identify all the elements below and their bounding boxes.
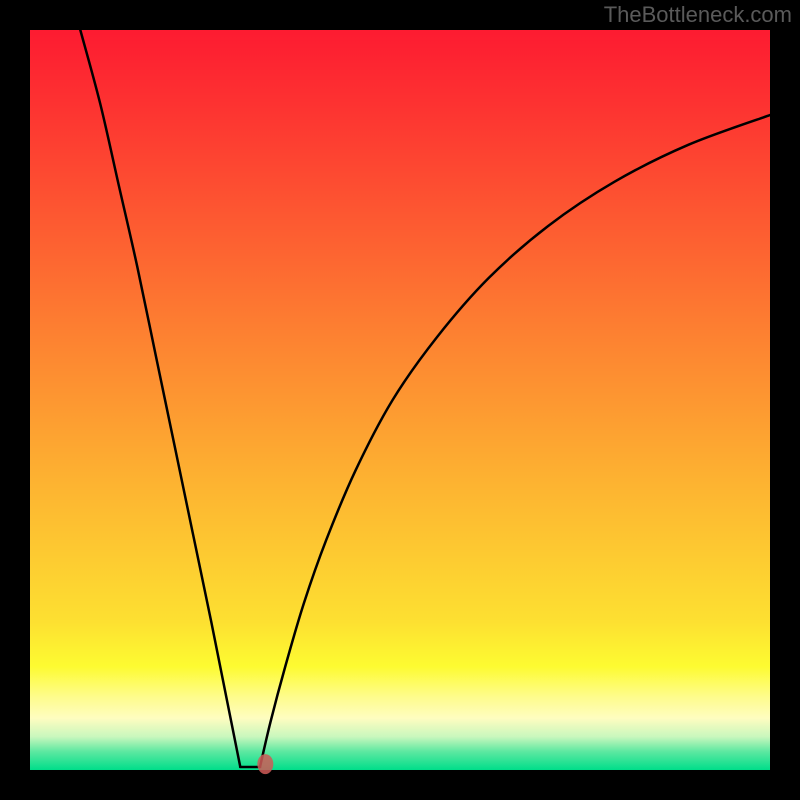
chart-container: TheBottleneck.com: [0, 0, 800, 800]
optimum-marker: [257, 754, 273, 774]
chart-svg: [0, 0, 800, 800]
watermark-text: TheBottleneck.com: [604, 2, 792, 28]
gradient-background: [30, 30, 770, 770]
